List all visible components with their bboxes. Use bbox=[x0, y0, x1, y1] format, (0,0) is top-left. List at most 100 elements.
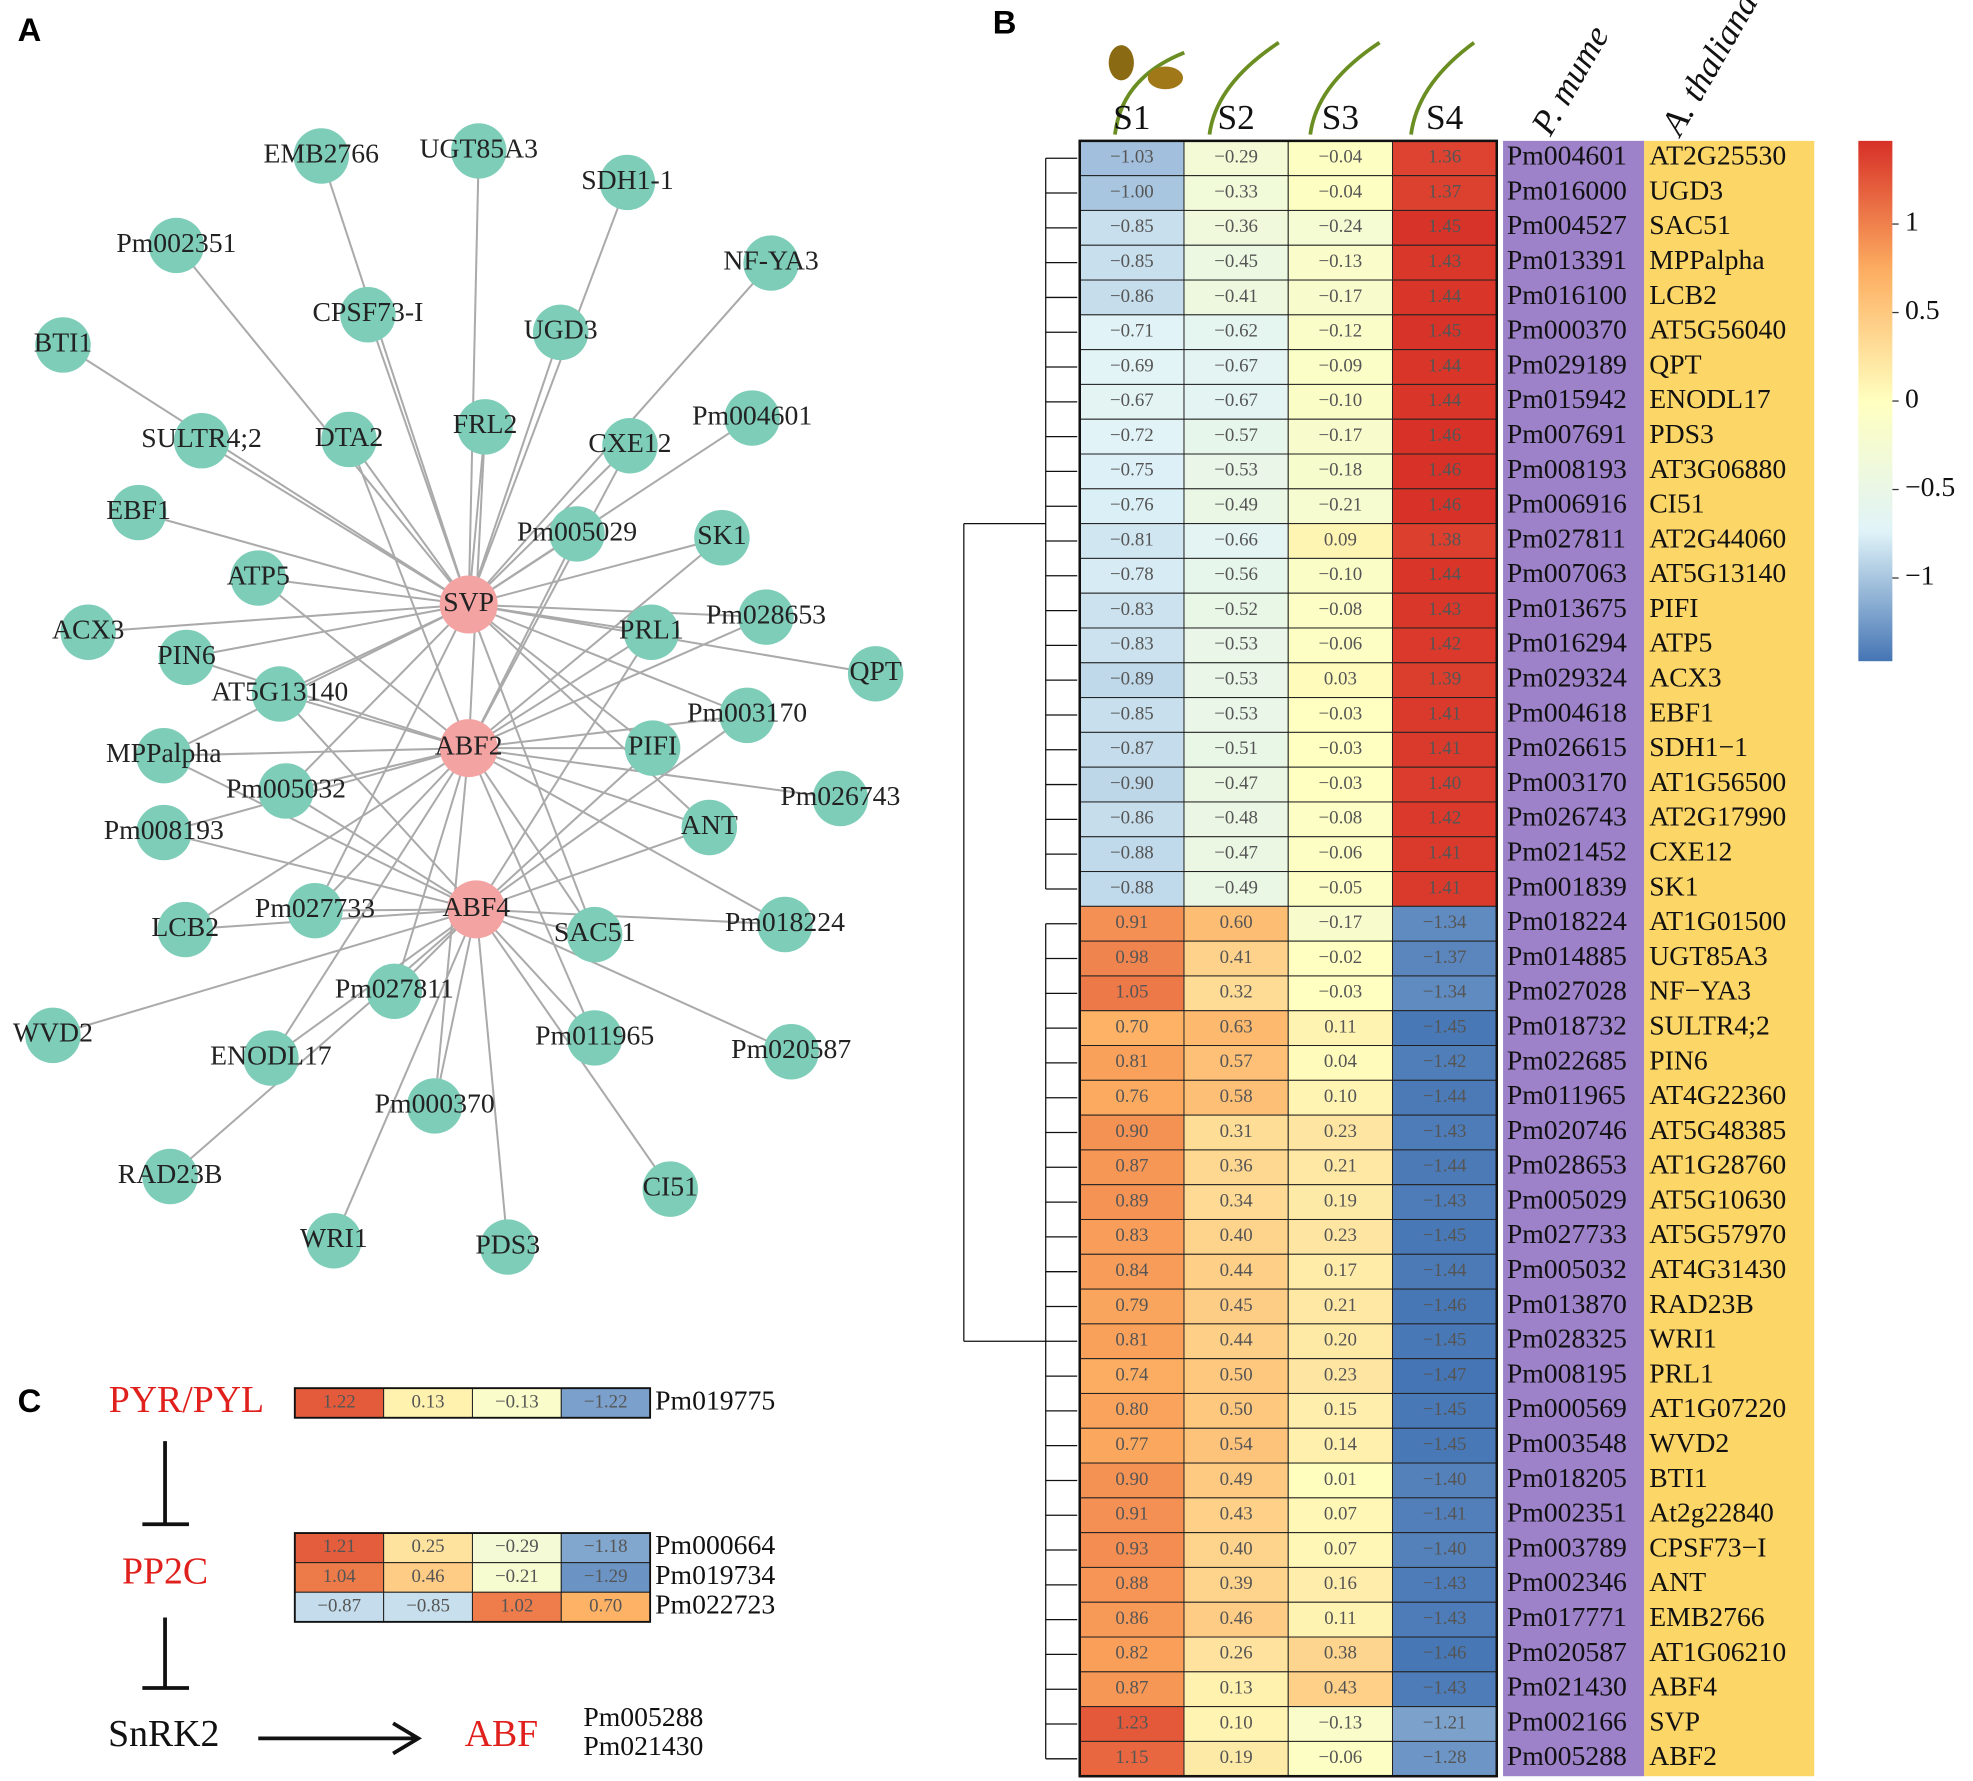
edge bbox=[467, 426, 487, 605]
pm-id: Pm016294 bbox=[1507, 627, 1627, 658]
gene-node bbox=[532, 304, 589, 361]
at-name: AT4G22360 bbox=[1649, 1079, 1786, 1110]
edge bbox=[366, 314, 470, 605]
node-label: SULTR4;2 bbox=[141, 422, 262, 453]
heat-cell bbox=[1079, 279, 1185, 316]
cell-label: 0.50 bbox=[1220, 1364, 1253, 1385]
cell-label: 0.20 bbox=[1324, 1330, 1357, 1351]
heat-cell bbox=[1391, 523, 1498, 559]
cell-label: 0.63 bbox=[1220, 1016, 1253, 1037]
heat-cell bbox=[1183, 592, 1289, 629]
heat-cell bbox=[1391, 697, 1498, 733]
pm-id: Pm003789 bbox=[1507, 1531, 1627, 1562]
heat-cell bbox=[1183, 1671, 1289, 1708]
at-band bbox=[1644, 140, 1815, 1777]
heat-cell bbox=[1287, 1706, 1394, 1742]
cell-label: −0.03 bbox=[1319, 982, 1363, 1003]
heat-cell bbox=[1183, 1149, 1289, 1186]
cell-label: 1.41 bbox=[1428, 877, 1461, 898]
cell-label: 0.03 bbox=[1324, 669, 1357, 690]
edge bbox=[468, 603, 748, 717]
panel-label: C bbox=[18, 1382, 42, 1419]
cell-label: −1.45 bbox=[1423, 1016, 1467, 1037]
gene-node bbox=[624, 720, 681, 776]
pm-id: Pm028653 bbox=[1507, 1149, 1627, 1180]
edge bbox=[475, 714, 748, 911]
gene-node bbox=[480, 1219, 536, 1275]
heat-cell bbox=[1391, 1566, 1498, 1603]
edge bbox=[468, 747, 710, 829]
gene-id: Pm019734 bbox=[655, 1559, 775, 1590]
node-label: Pm002351 bbox=[116, 227, 236, 258]
heat-cell bbox=[1391, 975, 1498, 1012]
pm-id: Pm007063 bbox=[1507, 557, 1627, 588]
pm-id: Pm013870 bbox=[1507, 1288, 1627, 1319]
colorbar-tick-label: 1 bbox=[1905, 205, 1919, 236]
cell-label: 1.46 bbox=[1428, 425, 1461, 446]
heat-cell bbox=[1079, 1358, 1185, 1394]
cell-label: −0.67 bbox=[1214, 355, 1258, 376]
cell-label: 1.22 bbox=[323, 1391, 356, 1412]
heat-cell bbox=[1079, 940, 1185, 977]
gene-node bbox=[157, 901, 213, 958]
heat-cell bbox=[471, 1591, 562, 1623]
hub-node bbox=[439, 719, 498, 778]
node-label: WRI1 bbox=[300, 1222, 368, 1253]
pm-id: Pm022685 bbox=[1507, 1044, 1627, 1075]
node-label: ATP5 bbox=[227, 559, 290, 590]
edge bbox=[475, 908, 792, 1053]
at-name: AT4G31430 bbox=[1649, 1253, 1786, 1284]
node-label: Pm018224 bbox=[725, 906, 845, 937]
cell-label: −1.46 bbox=[1423, 1643, 1467, 1664]
edge bbox=[467, 445, 631, 606]
heat-cell bbox=[1079, 523, 1185, 559]
heat-cell bbox=[1287, 349, 1394, 385]
pm-id: Pm001839 bbox=[1507, 870, 1627, 901]
pathway-step: ABF bbox=[465, 1713, 539, 1755]
heat-cell bbox=[1391, 1601, 1498, 1638]
cell-label: −0.56 bbox=[1214, 564, 1258, 585]
cell-label: 0.38 bbox=[1324, 1643, 1357, 1664]
cell-label: 0.21 bbox=[1324, 1156, 1357, 1177]
node-label: DTA2 bbox=[315, 421, 384, 452]
node-label: Pm003170 bbox=[687, 697, 807, 728]
cell-label: −0.67 bbox=[1214, 390, 1258, 411]
heat-cell bbox=[1079, 1532, 1185, 1568]
heat-cell bbox=[1287, 1671, 1394, 1708]
cell-label: 0.01 bbox=[1324, 1469, 1357, 1490]
column-header: S1 bbox=[1113, 98, 1150, 137]
at-name: AT2G44060 bbox=[1649, 522, 1786, 553]
heat-cell bbox=[1183, 244, 1289, 281]
at-name: ENODL17 bbox=[1649, 383, 1771, 414]
cell-label: 1.44 bbox=[1428, 564, 1462, 585]
cell-label: −0.02 bbox=[1319, 947, 1363, 968]
edge bbox=[467, 182, 629, 605]
cell-label: 0.60 bbox=[1220, 912, 1253, 933]
gene-node bbox=[549, 506, 605, 562]
cell-label: 0.09 bbox=[1324, 529, 1357, 550]
heat-cell bbox=[1391, 418, 1498, 455]
pm-id: Pm027733 bbox=[1507, 1218, 1627, 1249]
cell-label: −0.13 bbox=[495, 1391, 539, 1412]
cell-label: −0.72 bbox=[1110, 425, 1154, 446]
cell-label: −0.66 bbox=[1214, 529, 1258, 550]
node-label: QPT bbox=[849, 655, 901, 686]
pm-id: Pm017771 bbox=[1507, 1601, 1627, 1632]
heat-cell bbox=[1391, 1636, 1498, 1673]
cell-label: 0.50 bbox=[1220, 1399, 1253, 1420]
heat-cell bbox=[1391, 905, 1498, 942]
heat-cell bbox=[471, 1532, 562, 1564]
at-name: NF−YA3 bbox=[1649, 975, 1751, 1006]
node-label: CXE12 bbox=[588, 427, 671, 458]
cell-label: −0.12 bbox=[1319, 321, 1363, 342]
cell-label: 0.32 bbox=[1220, 982, 1253, 1003]
heat-cell bbox=[471, 1562, 562, 1593]
heat-cell bbox=[1183, 175, 1289, 211]
cell-label: 0.84 bbox=[1115, 1260, 1149, 1281]
gene-node bbox=[694, 510, 750, 566]
at-name: AT5G57970 bbox=[1649, 1218, 1786, 1249]
pm-id: Pm027028 bbox=[1507, 975, 1627, 1006]
heat-cell bbox=[1287, 557, 1394, 594]
cell-label: 1.42 bbox=[1428, 808, 1461, 829]
